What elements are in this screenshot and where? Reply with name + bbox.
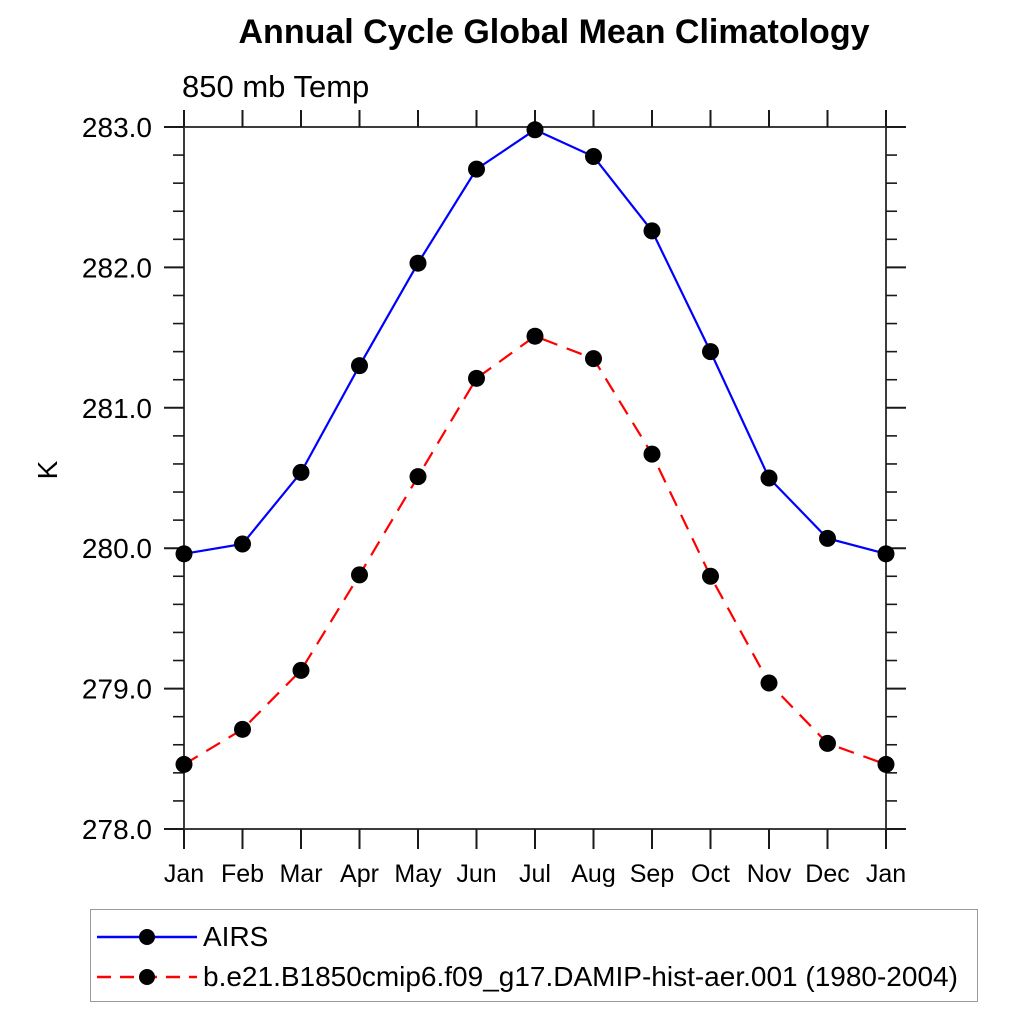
- legend-item-airs: AIRS: [97, 915, 268, 959]
- x-tick-label: Aug: [571, 860, 615, 888]
- data-point-model: [175, 755, 193, 773]
- data-point-airs: [702, 343, 719, 361]
- x-tick-label: May: [394, 860, 442, 888]
- data-point-airs: [175, 545, 193, 563]
- y-tick-label: 279.0: [82, 674, 152, 705]
- data-point-model: [760, 674, 778, 692]
- legend-label-airs: AIRS: [203, 921, 269, 952]
- x-tick-label: Dec: [805, 860, 849, 888]
- data-point-airs: [234, 535, 251, 553]
- y-tick-label: 280.0: [82, 533, 152, 564]
- data-point-airs: [819, 529, 836, 547]
- data-point-model: [585, 350, 602, 368]
- legend-box: AIRS b.e21.B1850cmip6.f09_g17.DAMIP-hist…: [90, 909, 978, 1002]
- y-tick-label: 283.0: [82, 112, 152, 143]
- legend-item-model: b.e21.B1850cmip6.f09_g17.DAMIP-hist-aer.…: [97, 955, 958, 999]
- chart-title: Annual Cycle Global Mean Climatology: [238, 13, 870, 51]
- data-point-model: [643, 445, 661, 463]
- x-tick-label: Jun: [456, 860, 496, 888]
- data-point-airs: [877, 545, 895, 563]
- x-tick-label: Jan: [164, 860, 204, 888]
- y-tick-label: 282.0: [82, 252, 152, 283]
- data-point-airs: [526, 121, 544, 139]
- data-point-airs: [760, 469, 778, 487]
- legend-line-solid-icon: [97, 929, 197, 945]
- data-point-model: [819, 734, 836, 752]
- plot-frame: [183, 126, 887, 830]
- x-tick-label: Oct: [691, 860, 730, 888]
- data-point-model: [409, 468, 427, 486]
- data-point-model: [351, 566, 368, 584]
- x-tick-label: Jul: [519, 860, 551, 888]
- y-tick-label: 281.0: [82, 393, 152, 424]
- x-tick-label: Feb: [221, 860, 264, 888]
- chart-subtitle: 850 mb Temp: [182, 69, 370, 104]
- data-point-airs: [468, 160, 485, 178]
- data-point-model: [468, 369, 485, 387]
- x-tick-label: Mar: [279, 860, 322, 888]
- data-point-model: [877, 755, 895, 773]
- data-point-model: [702, 567, 719, 585]
- data-point-airs: [292, 463, 310, 481]
- data-point-airs: [351, 357, 368, 375]
- x-tick-label: Nov: [747, 860, 792, 888]
- x-tick-label: Sep: [630, 860, 674, 888]
- data-point-airs: [585, 147, 602, 165]
- y-tick-label: 278.0: [82, 814, 152, 845]
- series-line-model: [183, 334, 887, 766]
- x-tick-label: Apr: [340, 860, 379, 888]
- legend-label-model: b.e21.B1850cmip6.f09_g17.DAMIP-hist-aer.…: [203, 961, 958, 992]
- x-tick-label: Jan: [866, 860, 906, 888]
- data-point-model: [292, 661, 310, 679]
- data-point-airs: [643, 222, 661, 240]
- data-point-model: [234, 720, 251, 738]
- data-point-model: [526, 327, 544, 345]
- legend-line-dashed-icon: [97, 969, 197, 985]
- data-point-airs: [409, 254, 427, 272]
